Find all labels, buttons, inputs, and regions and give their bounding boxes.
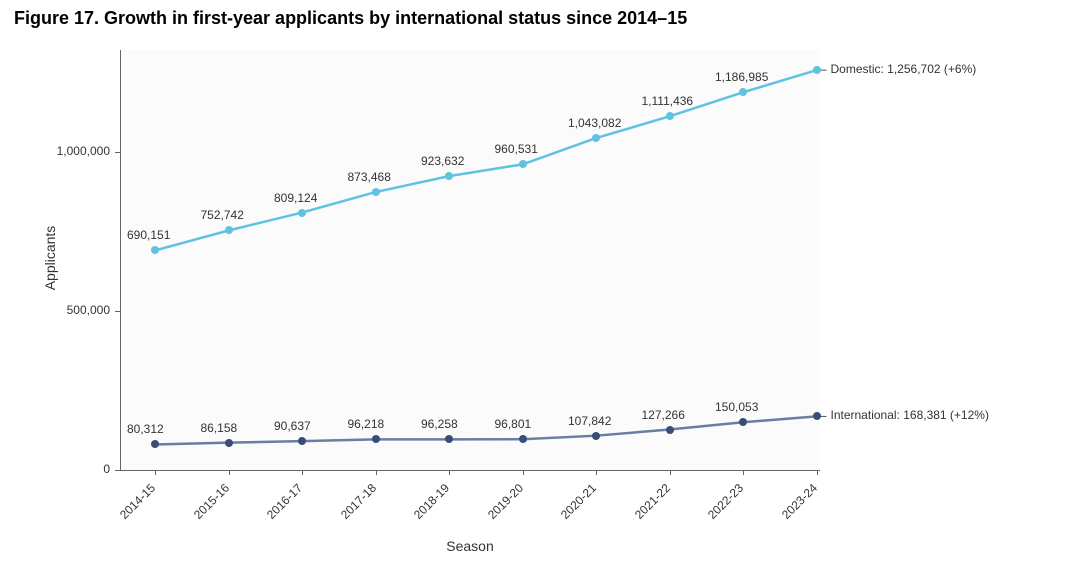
data-label: 1,111,436 (642, 94, 694, 108)
x-tick (743, 470, 744, 475)
figure-title: Figure 17. Growth in first-year applican… (0, 0, 1080, 29)
data-label: 96,218 (348, 417, 385, 431)
data-point (813, 412, 821, 420)
data-point (813, 66, 821, 74)
series-end-label: International: 168,381 (+12%) (831, 408, 989, 422)
x-tick (376, 470, 377, 475)
y-tick-label: 0 (0, 462, 110, 476)
data-label: 690,151 (127, 228, 170, 242)
data-point (298, 437, 306, 445)
data-point (519, 435, 527, 443)
data-point (225, 439, 233, 447)
data-point (372, 435, 380, 443)
data-point (519, 160, 527, 168)
y-tick (115, 470, 120, 471)
x-tick (229, 470, 230, 475)
data-label: 150,053 (715, 400, 758, 414)
data-point (739, 418, 747, 426)
data-point (445, 172, 453, 180)
data-label: 1,043,082 (568, 116, 621, 130)
data-point (739, 88, 747, 96)
x-tick-label: 2020-21 (558, 481, 599, 522)
data-point (592, 432, 600, 440)
x-tick-label: 2014-15 (117, 481, 158, 522)
data-label: 127,266 (642, 408, 685, 422)
data-point (372, 188, 380, 196)
data-point (151, 440, 159, 448)
x-tick-label: 2019-20 (485, 481, 526, 522)
y-tick (115, 152, 120, 153)
data-label: 90,637 (274, 419, 311, 433)
y-tick-label: 1,000,000 (0, 144, 110, 158)
chart-container: Applicants Season 0 500,000 1,000,000 2014-… (0, 40, 1080, 570)
y-axis-title: Applicants (42, 218, 58, 298)
x-tick-label: 2016-17 (264, 481, 305, 522)
series-end-label: Domestic: 1,256,702 (+6%) (831, 62, 977, 76)
data-point (151, 246, 159, 254)
data-label: 80,312 (127, 422, 164, 436)
data-point (592, 134, 600, 142)
x-tick (817, 470, 818, 475)
y-tick-label: 500,000 (0, 303, 110, 317)
data-label: 873,468 (348, 170, 391, 184)
x-tick-label: 2018-19 (411, 481, 452, 522)
data-label: 86,158 (201, 421, 238, 435)
x-tick (155, 470, 156, 475)
data-label: 107,842 (568, 414, 611, 428)
x-axis-title: Season (120, 538, 820, 554)
x-tick (523, 470, 524, 475)
data-label: 960,531 (495, 142, 538, 156)
x-tick (449, 470, 450, 475)
y-axis-line (120, 50, 121, 470)
data-point (445, 435, 453, 443)
data-label: 923,632 (421, 154, 464, 168)
x-tick-label: 2017-18 (338, 481, 379, 522)
data-point (666, 112, 674, 120)
data-label: 96,801 (495, 417, 532, 431)
x-tick (670, 470, 671, 475)
data-label: 809,124 (274, 191, 317, 205)
x-tick-label: 2021-22 (632, 481, 673, 522)
x-tick-label: 2023-24 (779, 481, 820, 522)
y-tick (115, 311, 120, 312)
data-point (225, 226, 233, 234)
data-label: 96,258 (421, 417, 458, 431)
x-axis-line (120, 470, 820, 471)
x-tick (302, 470, 303, 475)
data-label: 752,742 (201, 208, 244, 222)
data-point (666, 426, 674, 434)
data-point (298, 209, 306, 217)
x-tick-label: 2015-16 (191, 481, 232, 522)
data-label: 1,186,985 (715, 70, 768, 84)
x-tick (596, 470, 597, 475)
x-tick-label: 2022-23 (705, 481, 746, 522)
